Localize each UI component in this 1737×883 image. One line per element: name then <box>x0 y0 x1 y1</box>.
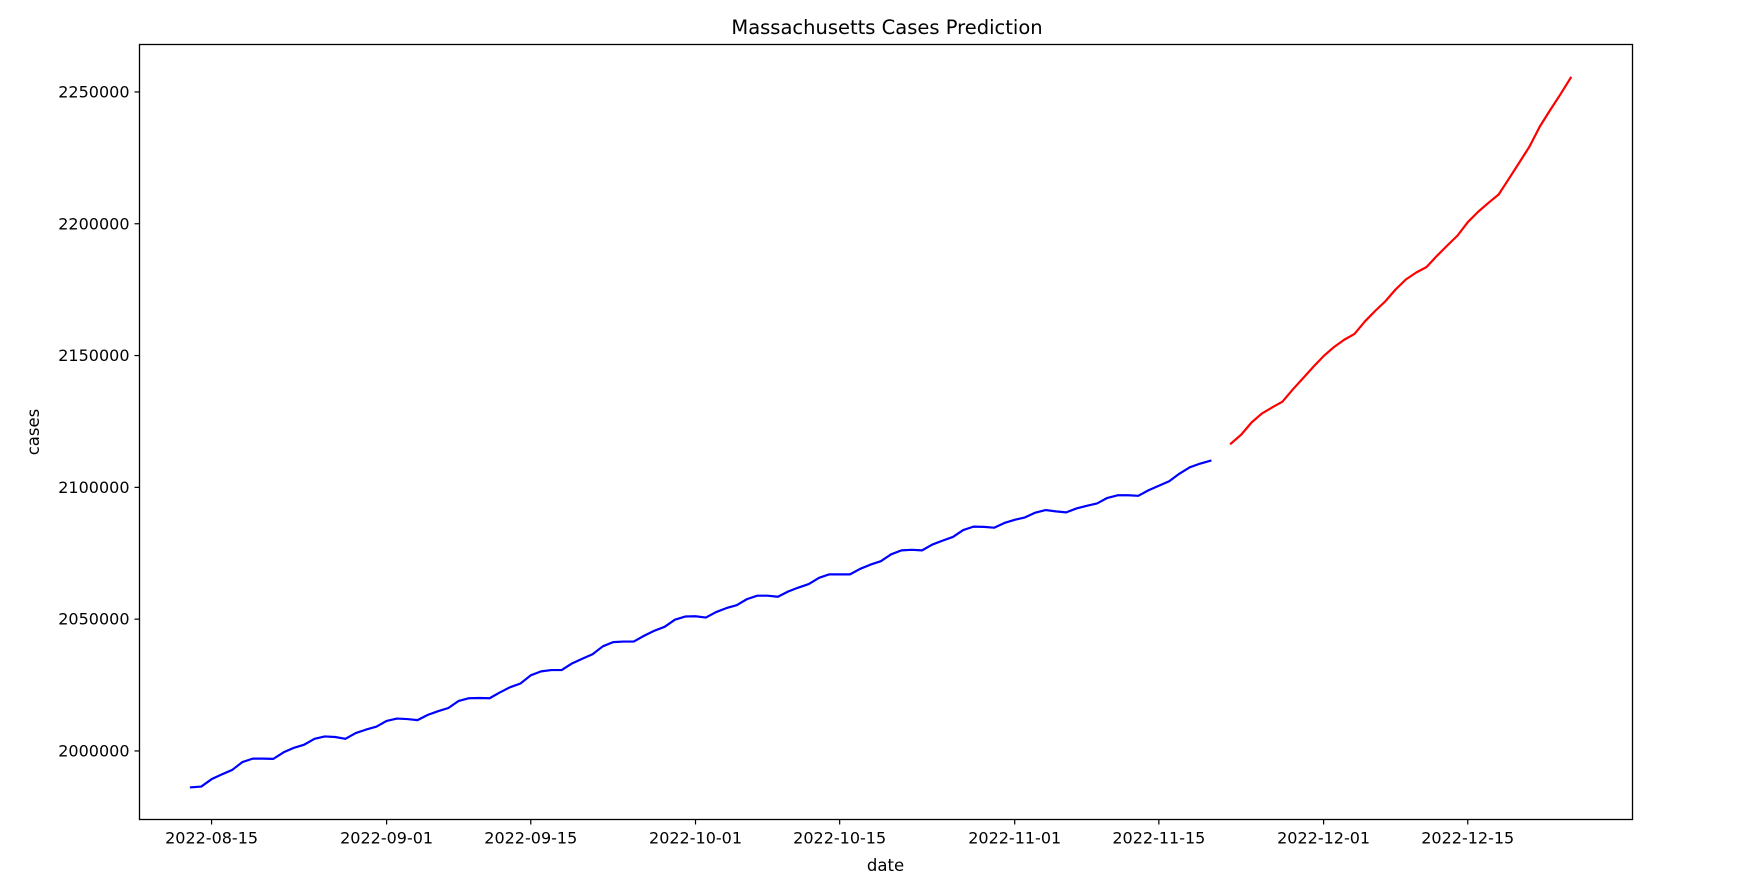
y-tick-label: 2050000 <box>58 610 129 629</box>
y-axis-title: cases <box>24 409 43 456</box>
x-tick-label: 2022-08-15 <box>165 829 258 848</box>
x-axis-title: date <box>867 856 904 875</box>
x-tick-label: 2022-12-15 <box>1421 829 1514 848</box>
y-tick-label: 2200000 <box>58 214 129 233</box>
x-tick-label: 2022-10-01 <box>649 829 742 848</box>
y-axis-ticks: 2000000 2050000 2100000 2150000 2200000 22500… <box>58 82 140 760</box>
x-tick-label: 2022-09-15 <box>484 829 577 848</box>
series-line-1 <box>189 459 1212 789</box>
series-layer <box>189 76 1573 789</box>
x-tick-label: 2022-12-01 <box>1277 829 1370 848</box>
y-tick-label: 2150000 <box>58 346 129 365</box>
x-tick-label: 2022-09-01 <box>340 829 433 848</box>
y-tick-label: 2100000 <box>58 478 129 497</box>
chart-title: Massachusetts Cases Prediction <box>731 16 1042 39</box>
x-tick-label: 2022-11-15 <box>1112 829 1205 848</box>
x-tick-label: 2022-11-01 <box>968 829 1061 848</box>
x-axis-ticks: 2022-08-15 2022-09-01 2022-09-15 2022-10-01… <box>165 819 1514 848</box>
series-line-2 <box>1229 76 1573 446</box>
y-tick-label: 2000000 <box>58 741 129 760</box>
y-tick-label: 2250000 <box>58 82 129 101</box>
plot-frame <box>138 43 1634 821</box>
x-tick-label: 2022-10-15 <box>793 829 886 848</box>
